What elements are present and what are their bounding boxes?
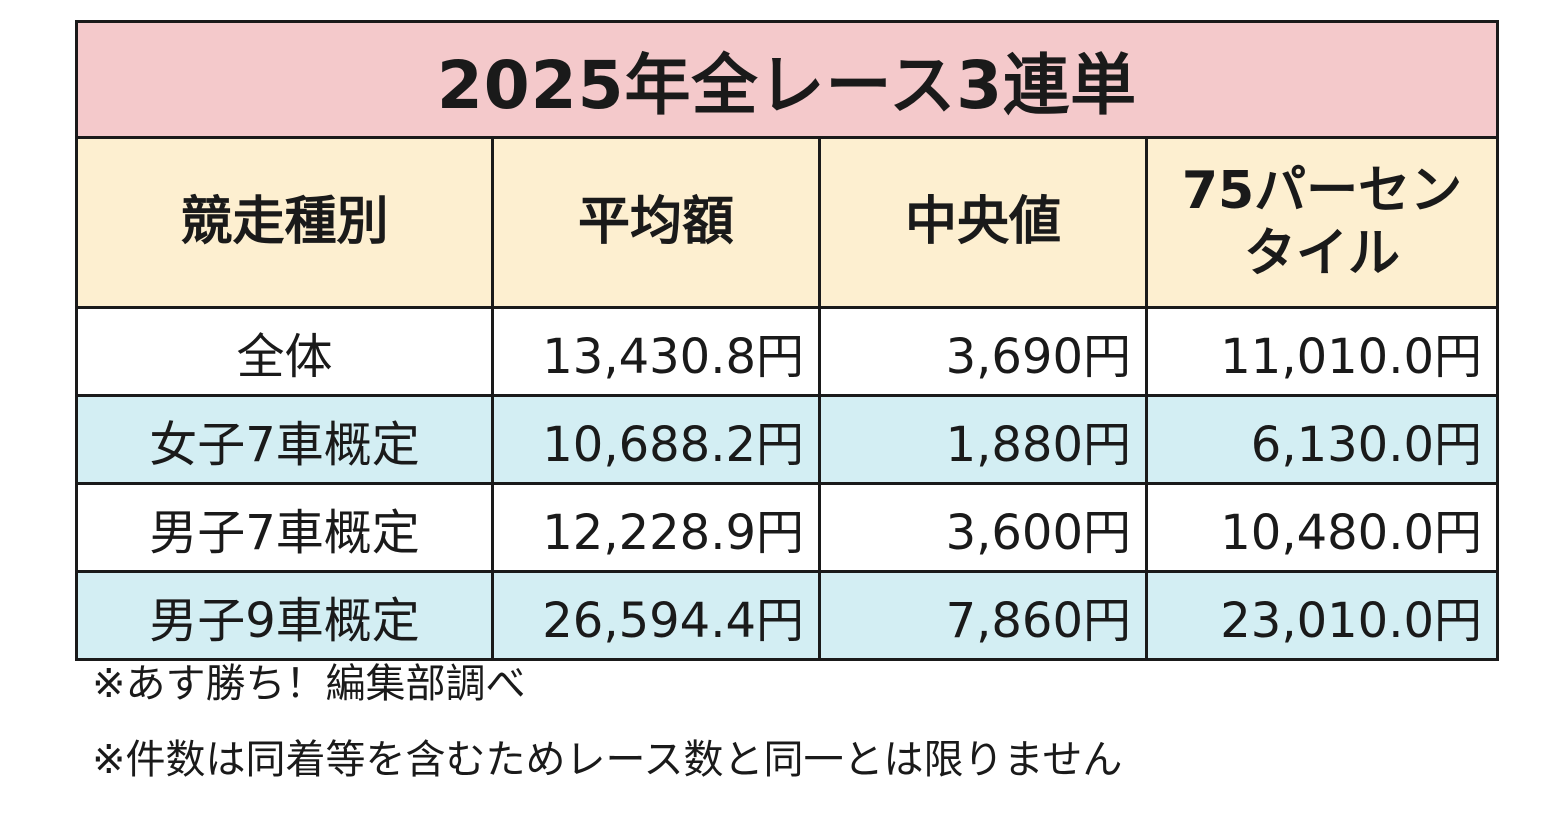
header-p75-line2: タイル	[1244, 223, 1401, 284]
row-p75: 10,480.0円	[1144, 482, 1500, 573]
row-p75: 23,010.0円	[1144, 570, 1500, 661]
header-p75-line1: 75パーセン	[1181, 161, 1463, 222]
row-median: 7,860円	[818, 570, 1148, 661]
table-row: 男子9車概定 26,594.4円 7,860円 23,010.0円	[75, 570, 1500, 661]
row-p75: 6,130.0円	[1144, 394, 1500, 485]
header-mean: 平均額	[491, 136, 821, 309]
row-category: 男子7車概定	[75, 482, 494, 573]
table-title: 2025年全レース3連単	[74, 20, 1500, 139]
row-median: 3,600円	[818, 482, 1148, 573]
header-row: 競走種別 平均額 中央値 75パーセン タイル	[75, 136, 1500, 309]
row-mean: 10,688.2円	[491, 394, 821, 485]
row-category: 男子9車概定	[75, 570, 494, 661]
row-mean: 13,430.8円	[491, 306, 821, 397]
header-p75: 75パーセン タイル	[1144, 136, 1500, 309]
header-category: 競走種別	[75, 136, 494, 309]
row-mean: 12,228.9円	[491, 482, 821, 573]
row-mean: 26,594.4円	[491, 570, 821, 661]
table-row: 女子7車概定 10,688.2円 1,880円 6,130.0円	[75, 394, 1500, 485]
header-median: 中央値	[818, 136, 1148, 309]
row-category: 女子7車概定	[75, 394, 494, 485]
row-category: 全体	[75, 306, 494, 397]
footnotes: ※あす勝ち！編集部調べ ※件数は同着等を含むためレース数と同一とは限りません	[92, 664, 1122, 780]
title-row: 2025年全レース3連単	[74, 20, 1500, 139]
stats-table: 2025年全レース3連単 競走種別 平均額 中央値 75パーセン タイル 全体 …	[74, 20, 1500, 661]
row-median: 1,880円	[818, 394, 1148, 485]
footnote-source: ※あす勝ち！編集部調べ	[92, 661, 526, 707]
table-row: 全体 13,430.8円 3,690円 11,010.0円	[75, 306, 1500, 397]
table-row: 男子7車概定 12,228.9円 3,600円 10,480.0円	[75, 482, 1500, 573]
row-p75: 11,010.0円	[1144, 306, 1500, 397]
row-median: 3,690円	[818, 306, 1148, 397]
footnote-count: ※件数は同着等を含むためレース数と同一とは限りません	[92, 737, 1123, 783]
